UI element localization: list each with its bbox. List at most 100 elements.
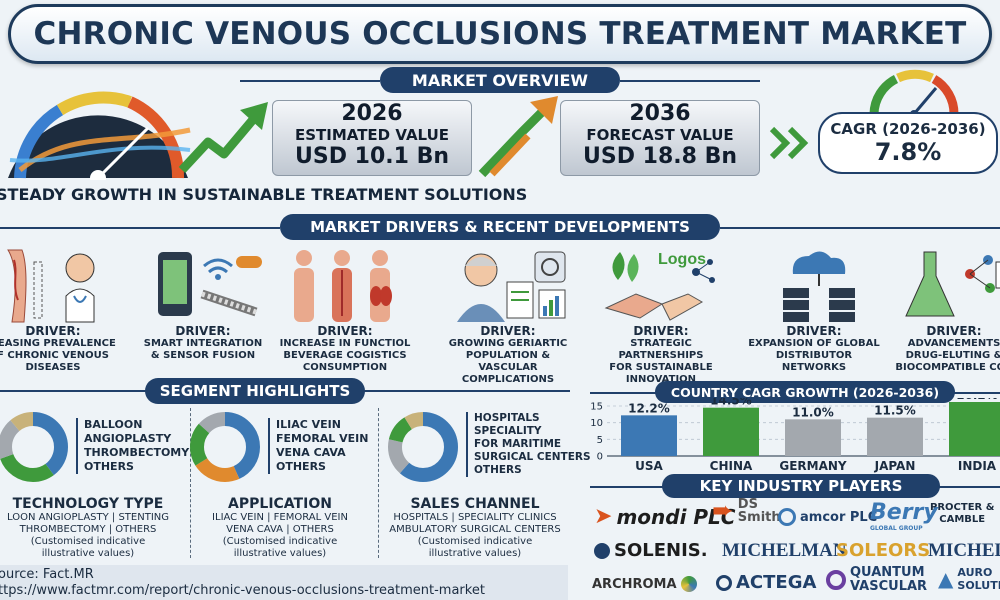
country-cagr-bar-chart: 15 10 5 0 12.2% USA 14.5% CHINA 11.0% GERMANY 11.5… [590,398,1000,473]
estimated-value-box: 2026 ESTIMATED VALUE USD 10.1 Bn [272,100,472,176]
legend-item: ANGIOPLASTY [84,432,172,445]
driver-title: DRIVER: [633,324,689,338]
separator [190,408,191,558]
logo-text: QUANTUM [850,565,925,580]
application-donut-chart [190,412,260,482]
quantum-mark-icon [826,570,846,590]
estimated-value: USD 10.1 Bn [295,144,449,169]
soleors-logo: SOLEORS [836,540,930,561]
driver-desc: CONSUMPTION [302,362,388,373]
y-tick-label: 0 [597,452,603,463]
driver-desc: REASING PREVALENCE [0,338,116,349]
data-label: 11.0% [792,405,834,419]
logo-subtext: GLOBAL GROUP [870,525,923,532]
driver-card: DRIVER: ADVANCEMENTS DRUG-ELUTING & BIOC… [884,245,1000,374]
tagline: STEADY GROWTH IN SUSTAINABLE TREATMENT S… [0,185,528,204]
application-legend: ILIAC VEIN FEMORAL VEIN VENA CAVA OTHERS [268,418,368,474]
drivers-heading: MARKET DRIVERS & RECENT DEVELOPMENTS [280,214,720,240]
y-tick-label: 15 [590,402,603,413]
legend-item: OTHERS [84,460,134,473]
cloud-server-icon [783,251,855,322]
logo-text: SOLEORS [836,540,931,561]
legend-item: FOR MARITIME [474,438,562,450]
leg-doctor-icon [7,249,95,323]
data-label: 12.2% [628,401,670,415]
double-chevron-icon [769,126,809,160]
auro-mark-icon: ▲ [938,567,954,591]
segment-sub: THROMBECTOMY | OTHERS [19,524,157,535]
segment-sub: VENA CAVA | OTHERS [226,524,334,535]
technology-donut-chart [0,412,68,482]
driver-card: DRIVER: EXPANSION OF GLOBAL DISTRIBUTOR … [739,245,889,374]
flask-icon [905,251,1000,317]
driver-title: DRIVER: [786,324,842,338]
legend-item: BALLOON [84,418,143,431]
segment-title: TECHNOLOGY TYPE [12,496,164,512]
estimated-label: ESTIMATED VALUE [294,126,450,144]
logo-text: ACTEGA [736,572,817,593]
driver-desc: BIOCOMPATIBLE COA [895,362,1000,373]
driver-desc: DISEASES [25,362,81,373]
logo-text: SOLUTI [957,579,1000,592]
forecast-value-box: 2036 FORECAST VALUE USD 18.8 Bn [560,100,760,176]
source-label: ource: Fact.MR [0,567,94,582]
driver-desc: NETWORKS [781,362,847,373]
legend-item: VENA CAVA [276,446,346,459]
segment-sub: ILIAC VEIN | FEMORAL VEIN [212,512,348,523]
auro-logo: ▲ AURO SOLUTI [938,566,1000,592]
logo-text: SOLENIS. [614,540,708,561]
archroma-logo: ARCHROMA [592,576,697,592]
sales-channel-segment: SALES CHANNEL HOSPITALS | SPECIALITY CLI… [375,496,575,560]
segments-heading: SEGMENT HIGHLIGHTS [145,378,365,404]
amcor-mark-icon [778,508,796,526]
separator [378,408,379,558]
logo-text: VASCULAR [850,579,928,594]
segment-sub: LOON ANGIOPLASTY | STENTING [6,512,169,523]
driver-title: DRIVER: [317,324,373,338]
legend-item: OTHERS [474,464,522,476]
growth-arrow-icon [478,96,558,178]
dssmith-logo: ➨ DS Smith [712,498,781,525]
legend-item: HOSPITALS [474,412,540,424]
bar-india [949,402,1000,456]
logo-text: CAMBLE [939,514,986,525]
forecast-value: USD 18.8 Bn [583,144,737,169]
cagr-gauge-icon [869,69,959,116]
mondi-mark-icon: ➤ [594,504,613,529]
cagr-value: 7.8% [874,138,942,166]
source-url[interactable]: ttps://www.factmr.com/report/chronic-ven… [0,583,485,598]
driver-title: DRIVER: [926,324,982,338]
y-tick-label: 5 [597,435,603,446]
driver-desc: F CHRONIC VENOUS [0,350,109,361]
bar-usa [621,415,677,456]
actega-mark-icon [716,574,732,591]
driver-desc: POPULATION & [465,350,551,361]
divider-line [620,80,760,82]
logo-text: MICHELMAN [722,540,847,561]
driver-desc: SMART INTEGRATION [143,338,263,349]
driver-card: DRIVER: SMART INTEGRATION & SENSOR FUSIO… [128,245,278,362]
x-tick-label: INDIA [958,459,997,473]
logo-text: MICHELM [928,540,1000,561]
forecast-year: 2036 [629,101,691,126]
quantum-vascular-logo: QUANTUM VASCULAR [826,566,927,594]
technology-legend: BALLOON ANGIOPLASTY THROMBECTOMY OTHERS [76,418,189,474]
smartphone-stent-icon [158,252,262,317]
driver-desc: GROWING GERIARTIC [448,338,568,349]
bar-germany [785,419,841,456]
driver-desc: FOR SUSTAINABLE [609,362,713,373]
x-tick-label: GERMANY [779,459,847,473]
country-heading: COUNTRY CAGR GROWTH (2026-2036) [655,381,955,403]
legend-item: FEMORAL VEIN [276,432,369,445]
solenis-logo: SOLENIS. [594,540,708,561]
x-tick-label: USA [635,459,663,473]
cagr-label: CAGR (2026-2036) [830,120,986,138]
legend-item: SURGICAL CENTERS [474,451,591,463]
overview-heading: MARKET OVERVIEW [380,67,620,93]
michelman-logo: MICHELMAN [722,540,847,562]
logo-text: mondi PLC [616,504,736,529]
estimated-year: 2026 [341,101,403,126]
driver-card: DRIVER: GROWING GERIARTIC POPULATION & V… [433,245,583,386]
driver-card: DRIVER: INCREASE IN FUNCTIOL BEVERAGE CO… [270,245,420,374]
driver-desc: ADVANCEMENTS [907,338,1000,349]
